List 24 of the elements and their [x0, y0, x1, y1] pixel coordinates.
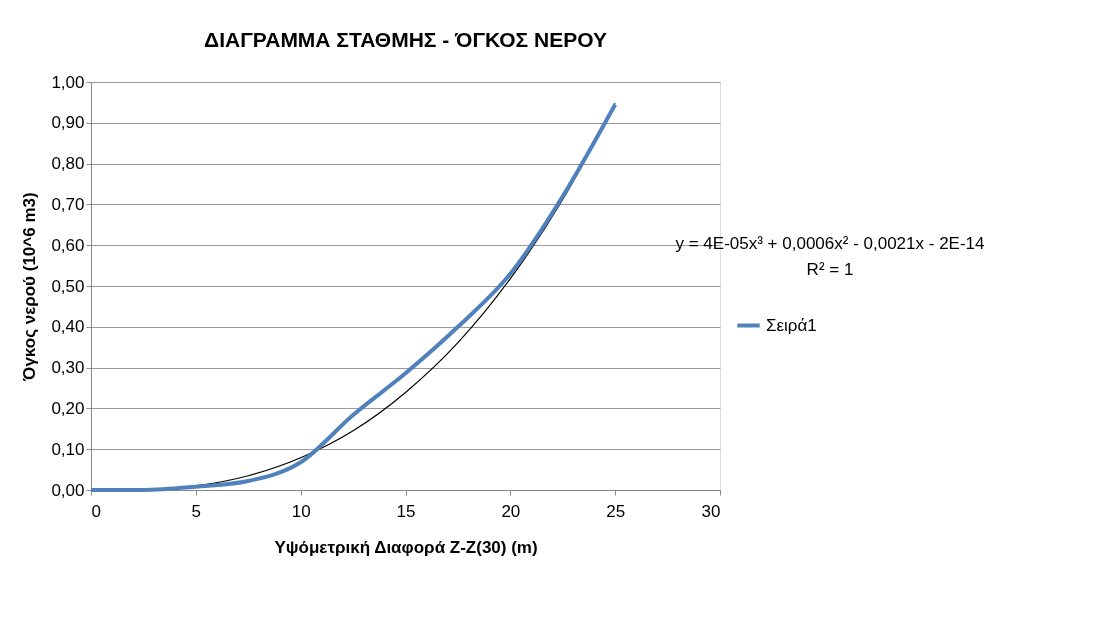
- y-tick-label: 0,80: [51, 154, 85, 174]
- annotation: y = 4E-05x³ + 0,0006x² - 0,0021x - 2E-14: [675, 234, 985, 253]
- x-tick-label: 5: [191, 501, 202, 521]
- y-tick-label: 0,90: [51, 113, 85, 133]
- y-tick-label: 0,40: [51, 317, 85, 337]
- x-axis-title: Υψόμετρική Διαφορά Z-Z(30) (m): [274, 537, 538, 557]
- y-axis-title: Όγκος νερού (10^6 m3): [20, 192, 40, 382]
- y-tick-label: 0,00: [51, 480, 85, 500]
- x-tick-label: 20: [501, 501, 521, 521]
- chart-title: ΔΙΑΓΡΑΜΜΑ ΣΤΑΘΜΗΣ - ΌΓΚΟΣ ΝΕΡΟΥ: [204, 28, 607, 51]
- y-tick-label: 0,60: [51, 235, 85, 255]
- x-tick-label: 30: [701, 501, 721, 521]
- y-tick-label: 1,00: [51, 72, 85, 92]
- y-tick-label: 0,20: [51, 398, 85, 418]
- y-tick-label: 0,70: [51, 194, 85, 214]
- text: R² = 1: [806, 260, 854, 279]
- x-tick-label: 0: [91, 501, 101, 521]
- x-tick-label: 10: [291, 501, 311, 521]
- y-tick-label: 0,30: [51, 358, 85, 378]
- legend-label: Σειρά1: [766, 315, 817, 335]
- x-tick-label: 15: [396, 501, 416, 521]
- x-tick-label: 25: [606, 501, 626, 521]
- y-tick-label: 0,10: [51, 439, 85, 459]
- y-tick-label: 0,50: [51, 276, 85, 296]
